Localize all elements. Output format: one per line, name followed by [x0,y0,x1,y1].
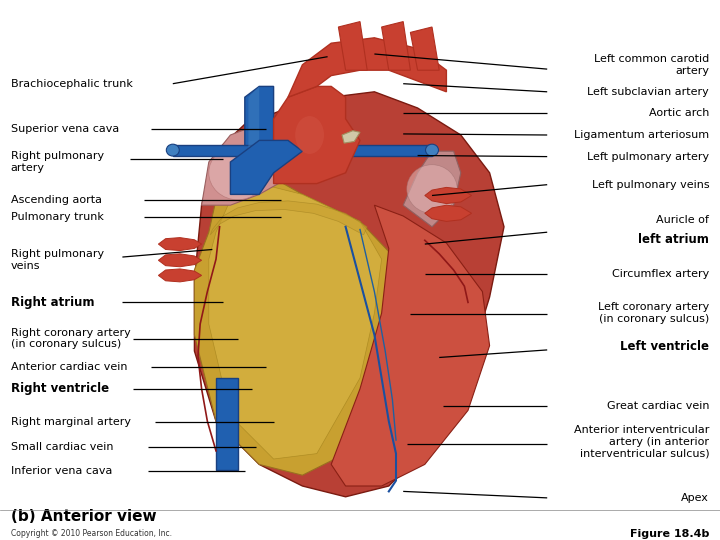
Text: Left coronary artery
(in coronary sulcus): Left coronary artery (in coronary sulcus… [598,302,709,324]
Text: Right ventricle: Right ventricle [11,382,109,395]
Text: Circumflex artery: Circumflex artery [612,269,709,279]
Text: Right marginal artery: Right marginal artery [11,417,131,427]
Text: Apex: Apex [681,493,709,503]
Text: Copyright © 2010 Pearson Education, Inc.: Copyright © 2010 Pearson Education, Inc. [11,529,172,538]
Ellipse shape [295,116,324,154]
Polygon shape [403,151,461,227]
Text: Inferior vena cava: Inferior vena cava [11,466,112,476]
Polygon shape [202,124,302,205]
Polygon shape [331,205,490,486]
Text: Auricle of: Auricle of [657,215,709,225]
Text: Aortic arch: Aortic arch [649,109,709,118]
Text: Small cardiac vein: Small cardiac vein [11,442,113,452]
Text: Superior vena cava: Superior vena cava [11,124,119,133]
Text: Right atrium: Right atrium [11,296,94,309]
Ellipse shape [426,144,438,156]
Text: Anterior interventricular
artery (in anterior
interventricular sulcus): Anterior interventricular artery (in ant… [574,425,709,458]
Polygon shape [158,254,202,267]
Text: (b) Anterior view: (b) Anterior view [11,509,156,524]
Ellipse shape [209,146,266,200]
Polygon shape [194,178,403,475]
Text: Pulmonary trunk: Pulmonary trunk [11,212,104,222]
Polygon shape [194,92,504,497]
Polygon shape [346,145,432,156]
Text: Figure 18.4b: Figure 18.4b [630,529,709,538]
Text: Left pulmonary artery: Left pulmonary artery [587,152,709,161]
Polygon shape [158,269,202,282]
Polygon shape [216,378,238,470]
Polygon shape [342,131,360,143]
Polygon shape [425,205,472,221]
Text: Right coronary artery
(in coronary sulcus): Right coronary artery (in coronary sulcu… [11,328,130,349]
Text: Right pulmonary
artery: Right pulmonary artery [11,151,104,173]
Polygon shape [248,86,259,173]
Ellipse shape [166,144,179,156]
Polygon shape [230,140,302,194]
Polygon shape [425,187,472,204]
Text: Right pulmonary
veins: Right pulmonary veins [11,249,104,271]
Text: Ligamentum arteriosum: Ligamentum arteriosum [574,130,709,140]
Text: Left common carotid
artery: Left common carotid artery [594,54,709,76]
Polygon shape [382,22,410,70]
Polygon shape [210,201,367,235]
Text: Great cardiac vein: Great cardiac vein [607,401,709,411]
Polygon shape [158,238,202,251]
Text: Brachiocephalic trunk: Brachiocephalic trunk [11,79,132,89]
Text: Anterior cardiac vein: Anterior cardiac vein [11,362,127,372]
Text: Left pulmonary veins: Left pulmonary veins [592,180,709,190]
Polygon shape [245,86,274,173]
Polygon shape [410,27,439,70]
Polygon shape [209,184,382,459]
Text: Left subclavian artery: Left subclavian artery [588,87,709,97]
Polygon shape [288,38,446,97]
Polygon shape [338,22,367,70]
Text: Ascending aorta: Ascending aorta [11,195,102,205]
Polygon shape [173,145,259,156]
Text: Left ventricle: Left ventricle [620,340,709,353]
Polygon shape [274,86,360,184]
Text: left atrium: left atrium [639,233,709,246]
Ellipse shape [407,165,457,213]
